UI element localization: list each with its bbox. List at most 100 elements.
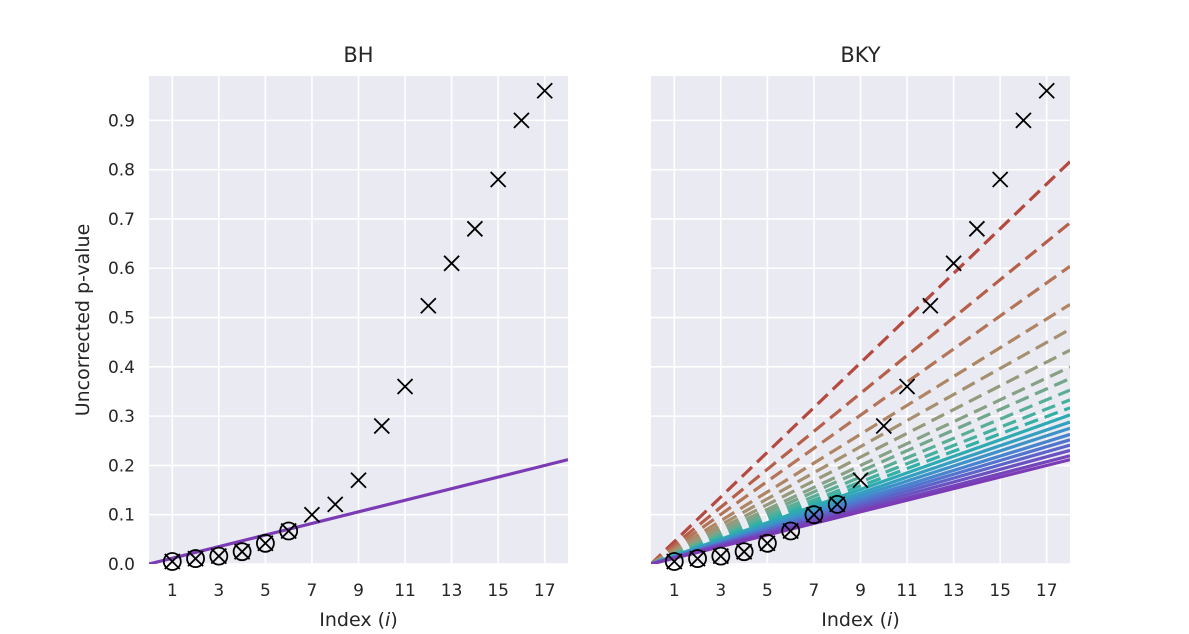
x-tick-label: 7 bbox=[307, 581, 318, 601]
threshold-lines bbox=[651, 160, 1070, 564]
data-point bbox=[922, 297, 939, 314]
data-point bbox=[186, 549, 205, 568]
x-tick-label: 5 bbox=[762, 581, 773, 601]
x-tick-label: 11 bbox=[394, 581, 416, 601]
data-point bbox=[373, 417, 390, 435]
point-marker-stroke bbox=[735, 543, 753, 560]
x-tick-label: 11 bbox=[896, 581, 918, 601]
point-marker-stroke bbox=[396, 378, 414, 395]
point-marker-stroke bbox=[922, 297, 939, 314]
x-tick-label: 1 bbox=[167, 581, 178, 601]
y-tick-label: 0.4 bbox=[108, 358, 135, 378]
data-point bbox=[827, 494, 847, 514]
y-tick-label: 0.2 bbox=[108, 456, 135, 476]
data-point bbox=[734, 542, 754, 562]
data-point bbox=[232, 542, 252, 562]
data-point bbox=[804, 505, 824, 525]
data-point bbox=[688, 549, 707, 568]
point-marker-stroke bbox=[759, 535, 776, 552]
x-tick-label: 9 bbox=[855, 581, 866, 601]
y-tick-label: 0.8 bbox=[108, 161, 135, 181]
point-marker-stroke bbox=[233, 543, 251, 560]
point-marker-stroke bbox=[187, 550, 204, 567]
point-marker-stroke bbox=[829, 496, 846, 513]
threshold-line bbox=[651, 221, 1070, 564]
data-point bbox=[968, 220, 986, 237]
point-marker-stroke bbox=[466, 220, 484, 237]
data-point bbox=[420, 297, 437, 314]
panel-bh: 1 3 5 7 9 11 13 15 170.00.10.20.30.40.50.60.70.8… bbox=[72, 43, 568, 631]
x-tick-label: 7 bbox=[809, 581, 820, 601]
point-marker-stroke bbox=[992, 171, 1009, 188]
rejected-circle bbox=[827, 494, 847, 514]
data-point bbox=[757, 533, 777, 553]
data-point bbox=[513, 112, 530, 129]
y-tick-label: 0.1 bbox=[108, 506, 135, 526]
point-marker-stroke bbox=[945, 255, 962, 272]
point-marker-stroke bbox=[852, 472, 869, 489]
x-axis-label: Index (i) bbox=[319, 609, 397, 631]
threshold-line bbox=[651, 303, 1070, 564]
x-tick-label: 9 bbox=[353, 581, 364, 601]
rejected-circle bbox=[734, 542, 754, 562]
data-point bbox=[162, 552, 182, 571]
y-tick-label: 0.9 bbox=[108, 111, 135, 131]
data-point bbox=[875, 417, 892, 435]
x-tick-label: 17 bbox=[1036, 581, 1058, 601]
point-marker-stroke bbox=[257, 535, 274, 552]
data-point bbox=[443, 255, 460, 272]
x-tick-label: 3 bbox=[213, 581, 224, 601]
y-tick-label: 0.0 bbox=[108, 555, 135, 575]
threshold-line bbox=[651, 377, 1070, 564]
threshold-line bbox=[651, 327, 1070, 564]
x-tick-label: 17 bbox=[534, 581, 556, 601]
point-marker-stroke bbox=[689, 550, 706, 567]
point-marker-stroke bbox=[1038, 82, 1055, 99]
y-axis-label: Uncorrected p-value bbox=[72, 224, 94, 417]
data-point bbox=[490, 171, 507, 188]
data-point bbox=[852, 472, 869, 489]
data-point bbox=[209, 546, 229, 566]
y-tick-label: 0.6 bbox=[108, 259, 135, 279]
data-point bbox=[536, 82, 553, 99]
rejected-circle bbox=[781, 521, 801, 541]
point-marker-stroke bbox=[536, 82, 553, 99]
data-point bbox=[898, 378, 916, 395]
x-tick-label: 13 bbox=[441, 581, 463, 601]
threshold-line bbox=[651, 265, 1070, 564]
point-marker-stroke bbox=[443, 255, 460, 272]
data-point bbox=[350, 472, 367, 489]
data-point bbox=[396, 378, 414, 395]
point-marker-stroke bbox=[327, 496, 344, 513]
threshold-line bbox=[651, 160, 1070, 564]
x-tick-label: 13 bbox=[943, 581, 965, 601]
x-tick-label: 1 bbox=[669, 581, 680, 601]
point-marker-stroke bbox=[968, 220, 986, 237]
data-point bbox=[327, 496, 344, 513]
data-point bbox=[466, 220, 484, 237]
rejected-circle bbox=[232, 542, 252, 562]
data-point bbox=[1038, 82, 1055, 99]
point-marker-stroke bbox=[280, 522, 297, 540]
rejected-circle bbox=[664, 552, 684, 571]
point-marker-stroke bbox=[513, 112, 530, 129]
data-point bbox=[255, 533, 275, 553]
data-point bbox=[279, 521, 299, 541]
threshold-line bbox=[149, 458, 568, 564]
panel-title: BKY bbox=[840, 43, 880, 67]
x-tick-label: 15 bbox=[989, 581, 1011, 601]
rejected-circle bbox=[711, 546, 731, 566]
rejected-circle bbox=[209, 546, 229, 566]
point-marker-stroke bbox=[490, 171, 507, 188]
point-marker-stroke bbox=[420, 297, 437, 314]
rejected-circle bbox=[804, 505, 824, 525]
threshold-line bbox=[651, 458, 1070, 564]
data-point bbox=[303, 506, 321, 523]
rejected-circle bbox=[688, 549, 707, 568]
rejected-circle bbox=[757, 533, 777, 553]
rejected-circle bbox=[255, 533, 275, 553]
rejected-circle bbox=[279, 521, 299, 541]
data-point bbox=[1015, 112, 1032, 129]
point-marker-stroke bbox=[898, 378, 916, 395]
